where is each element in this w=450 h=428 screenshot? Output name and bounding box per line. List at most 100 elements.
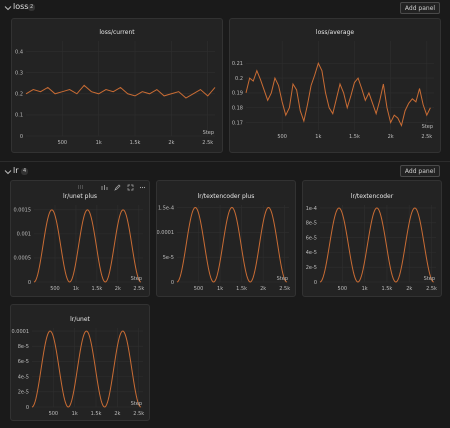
y-tick-label: 0.18 [232,106,243,112]
section-count-lr: 4 [21,168,29,175]
section-header-lr[interactable]: lr 4 [0,164,450,180]
x-tick-label: 2.5k [202,140,213,146]
x-tick-label: 500 [194,286,204,292]
x-tick-label: 1.5k [130,140,141,146]
chevron-down-icon[interactable] [4,4,12,12]
y-tick-label: 0.0001 [157,230,174,236]
series-line[interactable] [25,84,216,99]
y-tick-label: 4e-5 [306,250,317,256]
panel-lr-textencoder-plus[interactable]: lr/textencoder plus 0 5e-5 0.0001 1.5e-4 500… [156,180,296,297]
y-tick-label: 2e-5 [18,390,29,396]
series-line[interactable] [319,207,434,283]
panel-loss-average[interactable]: loss/average 0.17 0.18 0.19 0.2 0.21 500 1k 1.5… [229,18,441,153]
y-tick-label: 0 [314,280,317,286]
y-tick-label: 8e-5 [18,344,29,350]
panel-title: loss/average [315,29,355,36]
x-tick-label: 2.5k [133,411,144,417]
panel-title: lr/textencoder plus [197,193,255,200]
x-tick-label: 2.5k [426,286,437,292]
chart-svg[interactable]: 0.17 0.18 0.19 0.2 0.21 500 1k 1.5k 2k 2.5k Step [230,19,440,152]
x-tick-label: 2.5k [279,286,290,292]
y-tick-label: 4e-5 [18,374,29,380]
x-tick-label: 2k [406,286,412,292]
chart-svg[interactable]: 0 2e-5 4e-5 6e-5 8e-5 0.0001 500 1k 1.5k 2k 2.5k St… [11,305,149,420]
expand-icon[interactable] [127,184,134,191]
y-tick-label: 5e-5 [163,255,174,261]
y-tick-label: 0.4 [15,49,23,55]
series-line[interactable] [245,61,431,128]
chart-svg[interactable]: 0 0.1 0.2 0.3 0.4 500 1k 1.5k 2k 2.5k Step [12,19,222,152]
section-count-loss: 2 [28,4,36,11]
chevron-down-icon[interactable] [4,168,12,176]
y-tick-label: 0 [20,134,23,140]
y-tick-label: 0.17 [232,120,243,126]
chart-svg[interactable]: 0 2e-5 4e-5 6e-5 8e-5 1e-4 500 1k 1.5k 2k 2.5k Step [303,181,441,296]
panel-loss-current[interactable]: loss/current 0 0.1 0.2 0.3 0.4 500 1k 1.5k 2k 2.5… [11,18,223,153]
y-tick-label: 0 [171,280,174,286]
y-tick-label: 6e-5 [306,235,317,241]
x-tick-label: 2.5k [133,286,144,292]
y-tick-label: 0.3 [15,70,23,76]
x-tick-label: 1k [217,286,223,292]
section-header-loss[interactable]: loss 2 [0,0,450,16]
x-tick-label: 1.5k [91,286,102,292]
panel-title: lr/unet plus [62,193,98,200]
y-tick-label: 0.0015 [14,208,32,214]
chart-svg[interactable]: 0 0.0005 0.001 0.0015 500 1k 1.5k 2k 2.5k Step [11,181,149,296]
x-tick-label: 500 [50,286,60,292]
panel-title: lr/unet [70,316,90,323]
chart-svg[interactable]: 0 5e-5 0.0001 1.5e-4 500 1k 1.5k 2k 2.5k Step [157,181,295,296]
add-panel-button-lr[interactable]: Add panel [400,165,440,177]
x-axis-label: Step [424,276,435,282]
x-tick-label: 2.5k [421,134,432,140]
x-tick-label: 1k [72,411,78,417]
x-tick-label: 1k [362,286,368,292]
y-tick-label: 1.5e-4 [158,205,174,211]
series-line[interactable] [31,330,142,408]
panel-lr-unet-plus[interactable]: lr/unet plus 0 0.0005 0.001 0.0015 500 1k 1.5k… [10,180,150,297]
panel-lr-textencoder[interactable]: lr/textencoder 0 2e-5 4e-5 6e-5 8e-5 1e-4 500 1… [302,180,442,297]
x-tick-label: 1.5k [381,286,392,292]
x-tick-label: 2k [260,286,266,292]
x-axis-label: Step [203,130,214,136]
panel-toolbar [77,184,147,192]
y-tick-label: 8e-5 [306,221,317,227]
x-tick-label: 500 [277,134,287,140]
x-tick-label: 2k [168,140,174,146]
section-title-lr: lr [13,166,19,175]
x-tick-label: 1.5k [349,134,360,140]
chart-icon[interactable] [101,184,108,191]
y-tick-label: 0.0001 [12,329,30,335]
pencil-icon[interactable] [114,184,121,191]
section-divider [0,161,450,162]
x-axis-label: Step [131,401,142,407]
y-tick-label: 0.19 [232,91,243,97]
x-tick-label: 500 [49,411,59,417]
grid-icon[interactable] [77,184,84,191]
y-tick-label: 2e-5 [306,265,317,271]
x-tick-label: 2k [115,286,121,292]
y-tick-label: 0.001 [17,232,31,238]
y-tick-label: 0.0005 [14,256,32,262]
x-tick-label: 1k [315,134,321,140]
y-tick-label: 0.21 [232,61,243,67]
x-tick-label: 2k [388,134,394,140]
series-line[interactable] [176,206,288,283]
more-icon[interactable] [139,184,146,191]
x-tick-label: 1.5k [236,286,247,292]
section-title-loss: loss [13,2,29,11]
y-tick-label: 0.2 [15,92,23,98]
series-line[interactable] [33,209,142,283]
panel-title: lr/textencoder [350,193,394,200]
x-tick-label: 500 [338,286,348,292]
panel-title: loss/current [99,29,135,36]
panel-lr-unet[interactable]: lr/unet 0 2e-5 4e-5 6e-5 8e-5 0.0001 500 1k 1.5k… [10,304,150,421]
x-tick-label: 1.5k [91,411,102,417]
add-panel-button-loss[interactable]: Add panel [400,2,440,14]
y-tick-label: 0 [28,280,31,286]
x-tick-label: 1k [73,286,79,292]
y-tick-label: 0.1 [15,113,23,119]
y-tick-label: 1e-4 [306,206,317,212]
y-tick-label: 0.2 [235,76,243,82]
x-tick-label: 500 [58,140,68,146]
